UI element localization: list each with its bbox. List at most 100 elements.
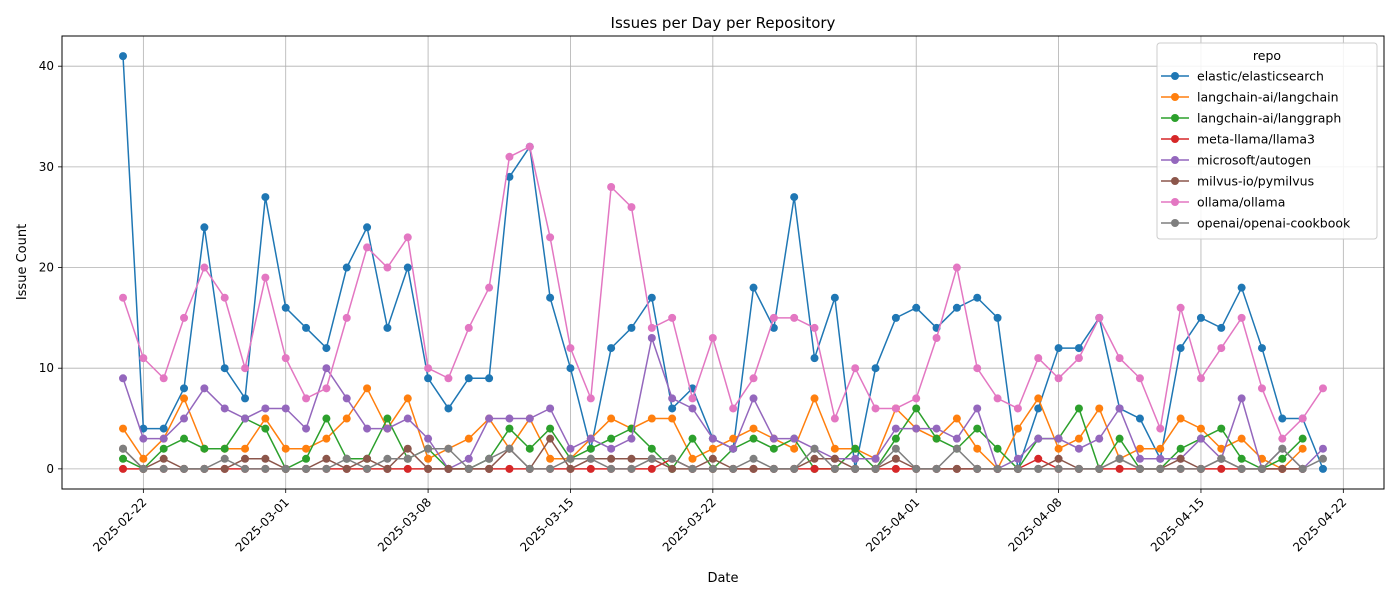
data-point bbox=[1176, 344, 1185, 353]
data-point bbox=[424, 374, 433, 383]
data-point bbox=[1074, 404, 1083, 413]
data-point bbox=[1054, 444, 1063, 453]
data-point bbox=[688, 434, 697, 443]
data-point bbox=[627, 323, 636, 332]
data-point bbox=[505, 172, 514, 181]
x-axis: 2025-02-22 2025-03-01 2025-03-08 2025-03-15… bbox=[90, 489, 1349, 554]
data-point bbox=[322, 414, 331, 423]
data-point bbox=[139, 454, 148, 463]
data-point bbox=[424, 364, 433, 373]
data-point bbox=[1176, 414, 1185, 423]
y-tick-label: 0 bbox=[46, 462, 54, 476]
data-point bbox=[1074, 354, 1083, 363]
data-point bbox=[952, 434, 961, 443]
y-tick-label: 40 bbox=[39, 59, 54, 73]
data-point bbox=[769, 313, 778, 322]
data-point bbox=[749, 424, 758, 433]
data-point bbox=[586, 444, 595, 453]
data-point bbox=[1318, 444, 1327, 453]
data-point bbox=[1237, 313, 1246, 322]
data-point bbox=[1013, 404, 1022, 413]
data-point bbox=[322, 434, 331, 443]
legend-item: langchain-ai/langgraph bbox=[1161, 111, 1341, 126]
data-point bbox=[281, 303, 290, 312]
legend-label: milvus-io/pymilvus bbox=[1197, 174, 1314, 189]
data-point bbox=[546, 293, 555, 302]
data-point bbox=[1054, 464, 1063, 473]
data-point bbox=[1074, 464, 1083, 473]
data-point bbox=[281, 404, 290, 413]
data-point bbox=[851, 454, 860, 463]
data-point bbox=[912, 404, 921, 413]
data-point bbox=[1054, 374, 1063, 383]
data-point bbox=[1074, 434, 1083, 443]
data-point bbox=[891, 424, 900, 433]
data-point bbox=[505, 444, 514, 453]
data-point bbox=[363, 243, 372, 252]
data-point bbox=[1095, 434, 1104, 443]
data-point bbox=[444, 444, 453, 453]
data-point bbox=[688, 394, 697, 403]
data-point bbox=[505, 152, 514, 161]
data-point bbox=[729, 464, 738, 473]
data-point bbox=[1135, 374, 1144, 383]
data-point bbox=[790, 434, 799, 443]
data-point bbox=[1034, 454, 1043, 463]
data-point bbox=[1257, 344, 1266, 353]
data-point bbox=[891, 434, 900, 443]
data-point bbox=[241, 364, 250, 373]
data-point bbox=[1217, 424, 1226, 433]
data-point bbox=[1176, 444, 1185, 453]
data-point bbox=[200, 384, 209, 393]
data-point bbox=[749, 434, 758, 443]
data-point bbox=[281, 464, 290, 473]
data-point bbox=[322, 364, 331, 373]
data-point bbox=[973, 293, 982, 302]
data-point bbox=[525, 414, 534, 423]
data-point bbox=[993, 394, 1002, 403]
data-point bbox=[1054, 454, 1063, 463]
data-point bbox=[912, 464, 921, 473]
data-point bbox=[302, 394, 311, 403]
data-point bbox=[322, 464, 331, 473]
data-point bbox=[647, 323, 656, 332]
data-point bbox=[180, 434, 189, 443]
data-point bbox=[403, 444, 412, 453]
data-point bbox=[830, 414, 839, 423]
data-point bbox=[342, 394, 351, 403]
data-point bbox=[139, 354, 148, 363]
x-tick-label: 2025-04-08 bbox=[1005, 495, 1064, 554]
data-point bbox=[383, 424, 392, 433]
data-point bbox=[749, 394, 758, 403]
data-point bbox=[403, 414, 412, 423]
data-point bbox=[1298, 464, 1307, 473]
data-point bbox=[952, 414, 961, 423]
data-point bbox=[952, 303, 961, 312]
data-point bbox=[668, 394, 677, 403]
data-point bbox=[647, 464, 656, 473]
data-point bbox=[200, 444, 209, 453]
data-point bbox=[830, 293, 839, 302]
data-point bbox=[159, 434, 168, 443]
data-point bbox=[546, 424, 555, 433]
data-point bbox=[383, 263, 392, 272]
data-point bbox=[1034, 404, 1043, 413]
data-point bbox=[627, 434, 636, 443]
data-point bbox=[1237, 464, 1246, 473]
data-point bbox=[647, 454, 656, 463]
data-point bbox=[1298, 444, 1307, 453]
data-point bbox=[973, 404, 982, 413]
series-ollama-ollama bbox=[119, 142, 1327, 443]
data-point bbox=[769, 444, 778, 453]
data-point bbox=[1156, 444, 1165, 453]
data-point bbox=[891, 454, 900, 463]
data-point bbox=[444, 464, 453, 473]
data-point bbox=[810, 454, 819, 463]
data-point bbox=[607, 444, 616, 453]
data-point bbox=[851, 444, 860, 453]
data-point bbox=[871, 454, 880, 463]
data-point bbox=[1298, 414, 1307, 423]
data-point bbox=[790, 444, 799, 453]
data-point bbox=[1196, 313, 1205, 322]
x-tick-label: 2025-04-15 bbox=[1148, 495, 1207, 554]
